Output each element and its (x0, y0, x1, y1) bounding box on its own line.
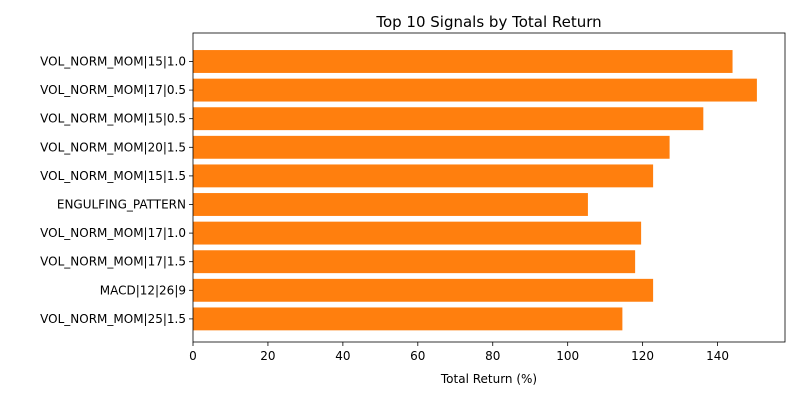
x-axis-label: Total Return (%) (440, 372, 537, 386)
bar (193, 164, 654, 188)
x-tick-label: 120 (631, 349, 654, 363)
bar (193, 50, 733, 73)
bar (193, 193, 588, 216)
bar (193, 221, 642, 245)
chart-title: Top 10 Signals by Total Return (375, 13, 601, 31)
x-tick-label: 100 (556, 349, 579, 363)
bar (193, 278, 654, 302)
x-tick-label: 60 (410, 349, 425, 363)
y-tick-label: VOL_NORM_MOM|15|0.5 (40, 112, 186, 126)
y-tick-label: ENGULFING_PATTERN (57, 198, 186, 212)
y-axis-ticks: VOL_NORM_MOM|15|1.0 VOL_NORM_MOM|17|0.5 VO… (40, 55, 193, 326)
y-tick-label: VOL_NORM_MOM|17|1.0 (40, 226, 186, 240)
y-tick-label: VOL_NORM_MOM|15|1.5 (40, 169, 186, 183)
y-tick-label: VOL_NORM_MOM|15|1.0 (40, 55, 186, 69)
bar (193, 135, 670, 159)
plot-frame (192, 32, 786, 343)
y-tick-label: MACD|12|26|9 (100, 283, 186, 297)
bar (193, 78, 757, 102)
bar (193, 107, 704, 131)
x-tick-label: 20 (260, 349, 275, 363)
x-tick-label: 0 (189, 349, 197, 363)
y-tick-label: VOL_NORM_MOM|25|1.5 (40, 312, 186, 326)
x-tick-label: 140 (706, 349, 729, 363)
y-tick-label: VOL_NORM_MOM|17|1.5 (40, 255, 186, 269)
x-tick-label: 80 (485, 349, 500, 363)
x-axis-ticks: 0 20 40 60 80 100 120 140 (189, 342, 729, 363)
bar (193, 250, 636, 274)
bars-group (193, 50, 757, 331)
bar (193, 307, 623, 331)
x-tick-label: 40 (335, 349, 350, 363)
y-tick-label: VOL_NORM_MOM|17|0.5 (40, 83, 186, 97)
y-tick-label: VOL_NORM_MOM|20|1.5 (40, 140, 186, 154)
